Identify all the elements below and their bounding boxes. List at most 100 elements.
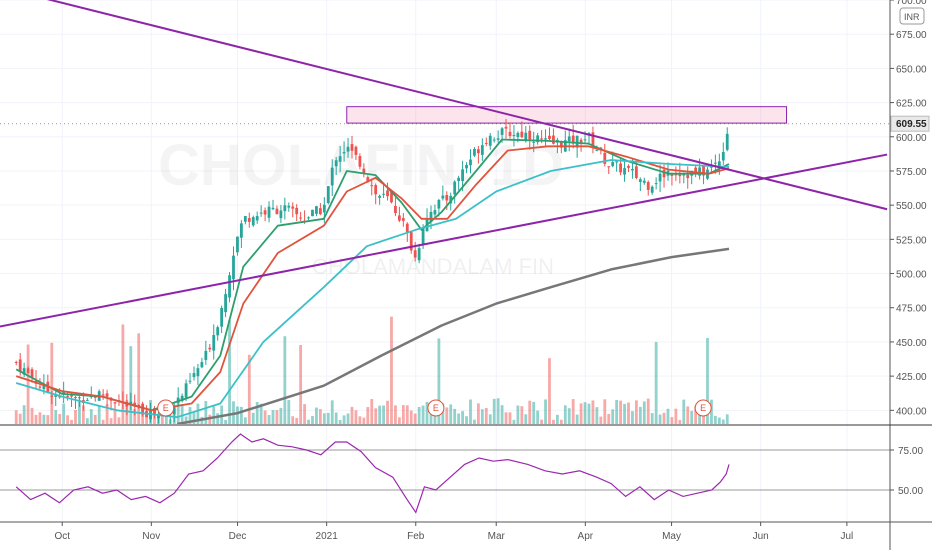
candle-body <box>259 212 263 214</box>
volume-bar <box>370 399 374 424</box>
candle-body <box>318 208 322 215</box>
candle-body <box>322 204 326 213</box>
candle-body <box>461 169 464 182</box>
volume-bar <box>603 399 607 424</box>
candle-body <box>386 190 389 197</box>
volume-bar <box>255 402 259 424</box>
volume-bar <box>445 407 449 424</box>
candle-body <box>516 132 520 138</box>
volume-bar <box>654 341 658 424</box>
last-price-label: 609.55 <box>896 119 927 130</box>
candle-body <box>445 194 449 201</box>
candle-body <box>14 361 18 363</box>
volume-bar <box>536 410 540 424</box>
volume-bar <box>326 412 330 424</box>
volume-bar <box>465 416 468 424</box>
candle-body <box>157 413 160 419</box>
candle-body <box>180 395 184 402</box>
rsi-line <box>15 433 730 514</box>
time-tick-label: 2021 <box>316 531 339 542</box>
candle-body <box>508 131 512 137</box>
candle-body <box>591 132 595 148</box>
candle-body <box>710 166 713 168</box>
candle-body <box>532 141 536 143</box>
volume-bar <box>516 405 520 424</box>
trendlines[interactable] <box>0 0 888 336</box>
volume-bar <box>247 354 251 424</box>
candle-body <box>137 404 141 406</box>
volume-bar <box>307 419 310 424</box>
candle-body <box>607 166 611 168</box>
volume-bar <box>706 338 709 424</box>
candle-body <box>342 152 346 154</box>
candle-body <box>346 146 350 152</box>
candle-body <box>295 207 299 215</box>
volume-bar <box>638 406 642 424</box>
earnings-marker[interactable] <box>157 399 175 417</box>
volume-bar <box>212 406 216 424</box>
volume-bar <box>192 412 196 424</box>
volume-bar <box>228 320 231 424</box>
candle-body <box>271 207 275 210</box>
volume-bar <box>180 404 184 424</box>
candle-body <box>113 402 117 404</box>
earnings-marker[interactable] <box>694 399 712 417</box>
candle-body <box>631 169 634 171</box>
candle-body <box>623 168 626 175</box>
volume-bar <box>492 398 496 424</box>
candle-body <box>141 403 145 415</box>
volume-bar <box>579 403 583 424</box>
volume-bar <box>721 419 725 424</box>
volume-bar <box>480 409 484 424</box>
volume-bar <box>650 413 654 424</box>
volume-bar <box>342 415 346 424</box>
volume-bar <box>18 413 22 424</box>
resistance-zone[interactable] <box>346 106 788 124</box>
price-tick-label: 425.00 <box>896 372 927 383</box>
candle-body <box>220 307 224 327</box>
candle-body <box>307 217 310 219</box>
candle-body <box>228 275 231 298</box>
candle-body <box>536 135 540 143</box>
moving-average-sma-200 <box>176 247 730 424</box>
candle-body <box>638 179 642 182</box>
volume-bar <box>548 358 551 424</box>
resistance-rect[interactable] <box>346 106 788 124</box>
volume-bar <box>540 419 543 424</box>
volume-bar <box>267 415 271 424</box>
candle-body <box>362 168 366 174</box>
candle-body <box>469 159 472 166</box>
candle-body <box>702 165 705 176</box>
candle-body <box>105 393 109 397</box>
volume-bar <box>74 409 77 424</box>
candle-body <box>30 369 34 379</box>
earnings-marker-label: E <box>433 403 439 413</box>
volume-bar <box>449 404 453 424</box>
volume-bar <box>382 405 385 424</box>
candle-body <box>480 145 484 155</box>
trendline[interactable] <box>0 153 888 336</box>
volume-bar <box>646 398 650 424</box>
trendline[interactable] <box>0 0 888 211</box>
price-tick-label: 500.00 <box>896 270 927 281</box>
price-tick-label: 650.00 <box>896 64 927 75</box>
candle-body <box>192 373 196 377</box>
volume-bar <box>662 412 666 424</box>
candle-body <box>74 397 77 399</box>
price-tick-label: 675.00 <box>896 30 927 41</box>
volume-bar <box>532 401 536 424</box>
candle-body <box>583 139 587 141</box>
candle-body <box>619 163 622 173</box>
volume-bar <box>243 417 247 424</box>
candle-body <box>465 165 468 169</box>
volume-bar <box>315 407 318 424</box>
earnings-marker[interactable] <box>427 399 445 417</box>
candle-body <box>101 394 105 396</box>
time-tick-label: Apr <box>578 531 594 542</box>
candle-body <box>496 138 500 140</box>
candle-body <box>204 350 208 360</box>
